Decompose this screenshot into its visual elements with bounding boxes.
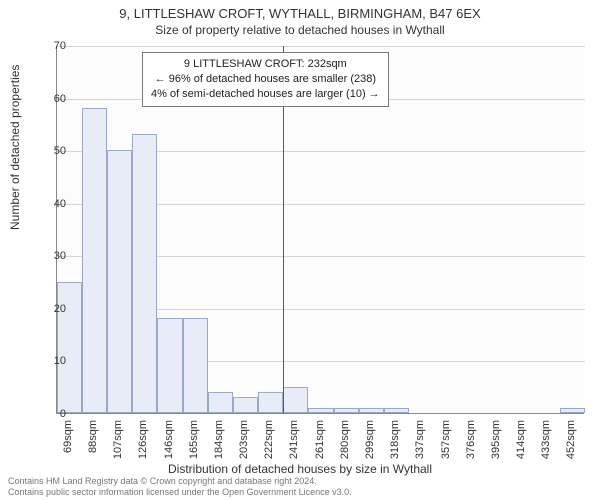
histogram-bar [334, 408, 359, 413]
histogram-bar [233, 397, 258, 413]
annotation-line2: ← 96% of detached houses are smaller (23… [151, 72, 380, 87]
x-tick-label: 261sqm [314, 420, 326, 459]
y-tick-label: 60 [54, 93, 66, 105]
gridline [57, 46, 585, 47]
histogram-bar [560, 408, 585, 413]
annotation-line1: 9 LITTLESHAW CROFT: 232sqm [151, 57, 380, 72]
histogram-bar [258, 392, 283, 413]
y-tick-label: 20 [54, 303, 66, 315]
histogram-bar [157, 318, 183, 413]
x-tick-label: 107sqm [112, 420, 124, 459]
histogram-bar [384, 408, 409, 413]
chart-title-main: 9, LITTLESHAW CROFT, WYTHALL, BIRMINGHAM… [0, 0, 600, 21]
x-tick-label: 299sqm [364, 420, 376, 459]
histogram-bar [359, 408, 384, 413]
histogram-bar [132, 134, 157, 413]
y-tick-label: 10 [54, 355, 66, 367]
y-tick-label: 40 [54, 198, 66, 210]
x-tick-label: 222sqm [263, 420, 275, 459]
y-tick-label: 50 [54, 145, 66, 157]
histogram-bar [107, 150, 132, 413]
histogram-bar [82, 108, 107, 413]
histogram-bar [183, 318, 208, 413]
x-tick-label: 165sqm [188, 420, 200, 459]
histogram-bar [283, 387, 308, 413]
x-tick-label: 337sqm [414, 420, 426, 459]
x-tick-label: 395sqm [490, 420, 502, 459]
footer-line2: Contains public sector information licen… [8, 487, 352, 498]
y-tick-label: 70 [54, 40, 66, 52]
x-tick-label: 126sqm [137, 420, 149, 459]
x-tick-label: 146sqm [163, 420, 175, 459]
footer-line1: Contains HM Land Registry data © Crown c… [8, 476, 352, 487]
x-tick-label: 203sqm [238, 420, 250, 459]
x-tick-label: 88sqm [87, 420, 99, 453]
histogram-bar [57, 282, 82, 413]
y-tick-label: 0 [60, 408, 66, 420]
chart-title-sub: Size of property relative to detached ho… [0, 21, 600, 37]
x-tick-label: 184sqm [213, 420, 225, 459]
footer-attribution: Contains HM Land Registry data © Crown c… [8, 476, 352, 498]
histogram-bar [308, 408, 334, 413]
x-tick-label: 376sqm [465, 420, 477, 459]
histogram-bar [208, 392, 233, 413]
y-axis-label: Number of detached properties [8, 65, 22, 230]
x-tick-label: 433sqm [540, 420, 552, 459]
x-tick-label: 280sqm [339, 420, 351, 459]
chart-plot-wrap: 9 LITTLESHAW CROFT: 232sqm ← 96% of deta… [56, 46, 584, 414]
x-tick-label: 241sqm [288, 420, 300, 459]
x-tick-label: 69sqm [62, 420, 74, 453]
annotation-box: 9 LITTLESHAW CROFT: 232sqm ← 96% of deta… [142, 52, 389, 107]
x-tick-label: 318sqm [389, 420, 401, 459]
annotation-line3: 4% of semi-detached houses are larger (1… [151, 87, 380, 102]
y-tick-label: 30 [54, 250, 66, 262]
x-axis-label: Distribution of detached houses by size … [0, 462, 600, 476]
x-tick-label: 357sqm [440, 420, 452, 459]
x-tick-label: 414sqm [515, 420, 527, 459]
x-tick-label: 452sqm [565, 420, 577, 459]
